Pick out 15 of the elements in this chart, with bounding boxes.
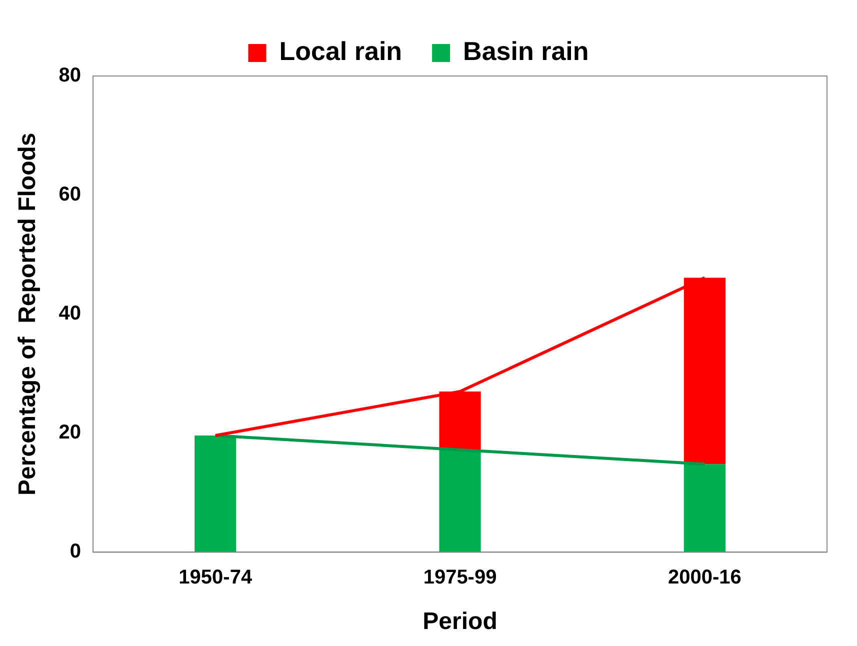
bar [439,450,481,552]
y-tick-label: 80 [58,64,82,87]
y-axis-title: Percentage of Reported Floods [14,132,42,496]
x-axis-title: Period [422,608,498,636]
bar [684,464,726,552]
y-tick-label: 20 [58,422,82,444]
bar [194,436,236,552]
x-tick-label: 1950-74 [178,566,253,589]
legend-label: Basin rain [463,36,589,66]
y-tick-label: 0 [70,540,82,563]
x-tick-label: 2000-16 [668,566,742,589]
legend-label: Local rain [279,36,402,66]
y-tick-label: 60 [58,184,82,206]
x-tick-label: 1975-99 [423,566,497,589]
y-tick-label: 40 [58,302,82,325]
